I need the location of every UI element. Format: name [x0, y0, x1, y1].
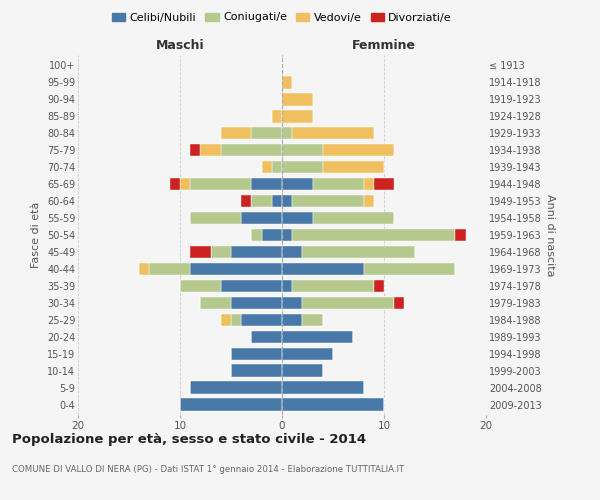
Bar [282, 178, 313, 190]
Bar [190, 246, 211, 258]
Bar [282, 228, 292, 241]
Y-axis label: Anni di nascita: Anni di nascita [545, 194, 556, 276]
Bar [231, 296, 282, 310]
Bar [364, 194, 374, 207]
Bar [272, 110, 282, 122]
Bar [292, 126, 374, 140]
Bar [231, 246, 282, 258]
Bar [221, 280, 282, 292]
Bar [180, 178, 190, 190]
Bar [302, 246, 415, 258]
Bar [292, 228, 455, 241]
Bar [251, 330, 282, 344]
Bar [149, 262, 190, 276]
Bar [262, 160, 272, 173]
Bar [292, 280, 374, 292]
Text: COMUNE DI VALLO DI NERA (PG) - Dati ISTAT 1° gennaio 2014 - Elaborazione TUTTITA: COMUNE DI VALLO DI NERA (PG) - Dati ISTA… [12, 466, 404, 474]
Bar [374, 178, 394, 190]
Bar [282, 280, 292, 292]
Bar [282, 110, 313, 122]
Text: Popolazione per età, sesso e stato civile - 2014: Popolazione per età, sesso e stato civil… [12, 432, 366, 446]
Bar [231, 314, 241, 326]
Bar [262, 228, 282, 241]
Bar [221, 144, 282, 156]
Bar [282, 382, 364, 394]
Bar [231, 348, 282, 360]
Bar [323, 160, 384, 173]
Bar [241, 212, 282, 224]
Bar [313, 212, 394, 224]
Bar [190, 178, 251, 190]
Bar [323, 144, 394, 156]
Bar [282, 212, 313, 224]
Bar [282, 160, 323, 173]
Bar [231, 364, 282, 377]
Bar [282, 330, 353, 344]
Bar [200, 296, 231, 310]
Text: Femmine: Femmine [352, 40, 416, 52]
Bar [200, 144, 221, 156]
Bar [180, 398, 282, 411]
Bar [282, 398, 384, 411]
Bar [170, 178, 180, 190]
Bar [180, 280, 221, 292]
Bar [251, 178, 282, 190]
Bar [251, 228, 262, 241]
Y-axis label: Fasce di età: Fasce di età [31, 202, 41, 268]
Bar [221, 314, 231, 326]
Bar [272, 194, 282, 207]
Bar [282, 262, 364, 276]
Bar [455, 228, 466, 241]
Bar [190, 262, 282, 276]
Bar [282, 76, 292, 88]
Bar [190, 212, 241, 224]
Bar [282, 314, 302, 326]
Bar [272, 160, 282, 173]
Bar [139, 262, 149, 276]
Bar [282, 296, 302, 310]
Bar [292, 194, 364, 207]
Bar [282, 364, 323, 377]
Bar [190, 144, 200, 156]
Bar [313, 178, 364, 190]
Bar [282, 348, 333, 360]
Bar [282, 144, 323, 156]
Bar [282, 126, 292, 140]
Bar [282, 246, 302, 258]
Bar [364, 262, 455, 276]
Bar [251, 126, 282, 140]
Legend: Celibi/Nubili, Coniugati/e, Vedovi/e, Divorziati/e: Celibi/Nubili, Coniugati/e, Vedovi/e, Di… [107, 8, 457, 27]
Bar [282, 93, 313, 106]
Bar [282, 194, 292, 207]
Bar [211, 246, 231, 258]
Bar [374, 280, 384, 292]
Bar [241, 314, 282, 326]
Bar [221, 126, 251, 140]
Bar [394, 296, 404, 310]
Bar [302, 296, 394, 310]
Bar [241, 194, 251, 207]
Bar [364, 178, 374, 190]
Bar [302, 314, 323, 326]
Bar [251, 194, 272, 207]
Text: Maschi: Maschi [155, 40, 205, 52]
Bar [190, 382, 282, 394]
